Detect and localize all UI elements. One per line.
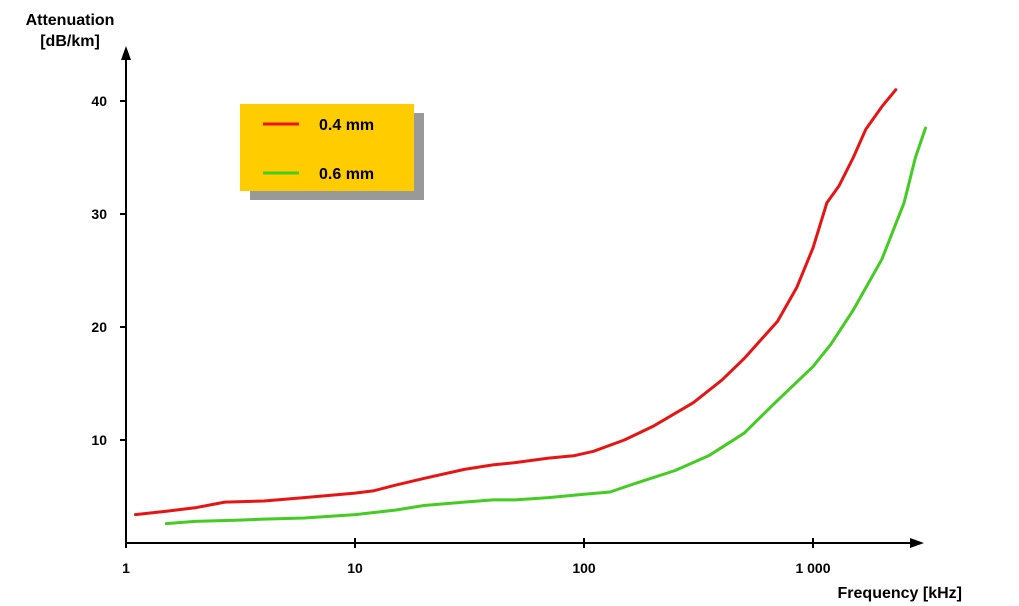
legend: 0.4 mm 0.6 mm [240, 104, 424, 200]
series-lines [134, 88, 927, 526]
legend-label-1: 0.6 mm [319, 166, 374, 183]
series-line-0 [134, 88, 898, 517]
x-tick-label-0: 1 [122, 560, 130, 576]
y-tick-label-0: 10 [91, 432, 107, 448]
y-axis-label-line1: Attenuation [26, 12, 115, 29]
y-tick-label-2: 30 [91, 206, 107, 222]
x-tick-label-1: 10 [347, 560, 363, 576]
x-axis-label: Frequency [kHz] [838, 585, 962, 602]
y-tick-label-1: 20 [91, 319, 107, 335]
series-line-1 [164, 126, 927, 526]
y-tick-label-3: 40 [91, 93, 107, 109]
ticks: 1 10 100 1 000 10 20 30 40 [91, 93, 830, 576]
x-tick-label-2: 100 [572, 560, 596, 576]
axes [121, 46, 924, 548]
legend-box [240, 104, 414, 191]
y-axis-arrow [121, 46, 131, 60]
x-axis-arrow [910, 538, 924, 548]
y-axis-label-line2: [dB/km] [40, 33, 100, 50]
legend-label-0: 0.4 mm [319, 117, 374, 134]
x-tick-label-3: 1 000 [795, 560, 830, 576]
